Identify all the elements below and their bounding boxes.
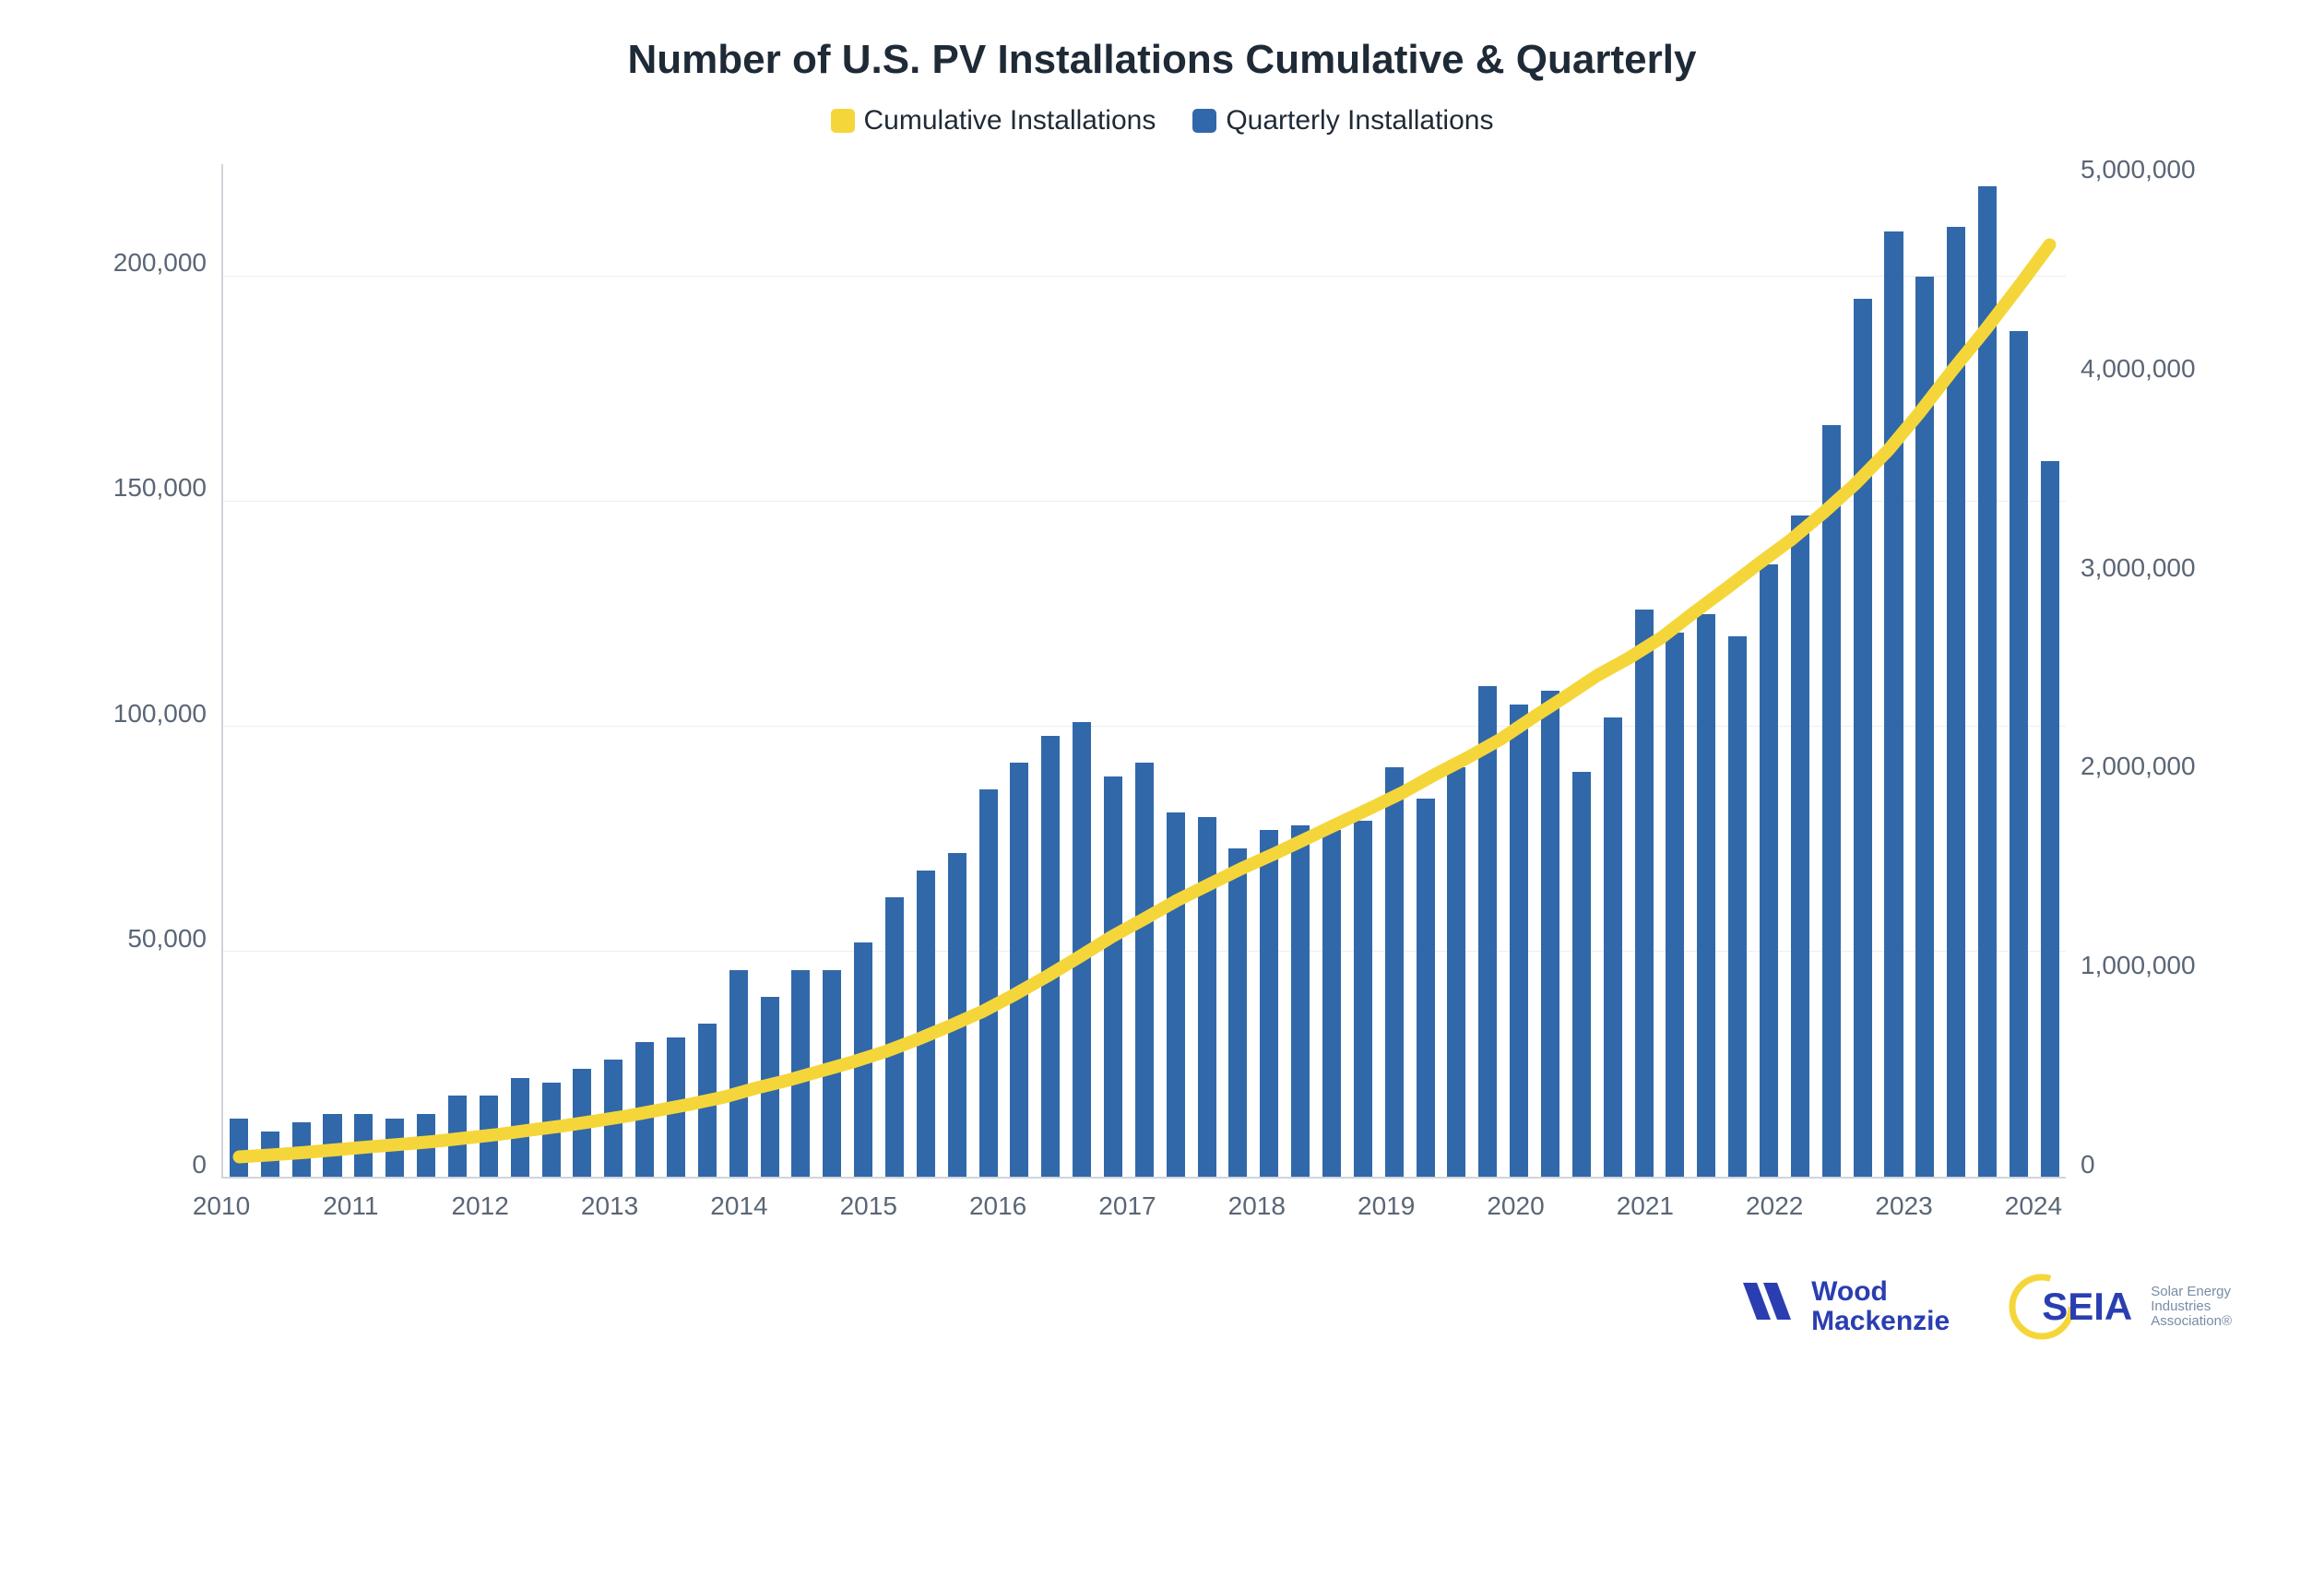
y-axis-right: 01,000,0002,000,0003,000,0004,000,0005,0… — [2066, 164, 2250, 1179]
legend-swatch-cumulative — [831, 109, 855, 133]
x-tick: 2024 — [2005, 1191, 2062, 1221]
x-axis-labels: 2010201120122013201420152016201720182019… — [221, 1191, 2066, 1233]
legend-label-quarterly: Quarterly Installations — [1226, 105, 1493, 136]
x-tick: 2023 — [1875, 1191, 1932, 1221]
seia-tagline: Solar Energy Industries Association® — [2151, 1285, 2232, 1328]
x-tick: 2011 — [323, 1191, 378, 1221]
seia-name: SEIA — [2042, 1285, 2132, 1329]
plot-area — [221, 164, 2066, 1179]
y-axis-left: 050,000100,000150,000200,000 — [74, 164, 221, 1179]
x-tick: 2015 — [840, 1191, 897, 1221]
x-tick: 2014 — [710, 1191, 767, 1221]
x-tick: 2010 — [193, 1191, 250, 1221]
x-tick: 2021 — [1617, 1191, 1674, 1221]
woodmac-text: Wood Mackenzie — [1811, 1277, 1950, 1335]
legend-item-cumulative: Cumulative Installations — [831, 105, 1156, 136]
line-cumulative — [223, 164, 2066, 1177]
x-tick: 2020 — [1487, 1191, 1544, 1221]
chart-title: Number of U.S. PV Installations Cumulati… — [37, 37, 2287, 83]
seia-logo: SEIA Solar Energy Industries Association… — [2005, 1270, 2232, 1344]
x-tick: 2013 — [581, 1191, 638, 1221]
legend-label-cumulative: Cumulative Installations — [864, 105, 1156, 136]
chart-legend: Cumulative Installations Quarterly Insta… — [37, 105, 2287, 136]
x-axis: 2010 2011 2012 2013 2014 2015 2016 2017 2018 2019… — [74, 1191, 2250, 1233]
x-tick: 2018 — [1228, 1191, 1286, 1221]
legend-swatch-quarterly — [1192, 109, 1216, 133]
plot-panel: 050,000100,000150,000200,000 01,000,0002… — [74, 164, 2250, 1179]
seia-tag-line3: Association® — [2151, 1314, 2232, 1329]
wood-mackenzie-logo: Wood Mackenzie — [1743, 1277, 1950, 1335]
cumulative-line-path — [240, 244, 2050, 1156]
x-tick: 2017 — [1098, 1191, 1156, 1221]
x-tick: 2016 — [969, 1191, 1026, 1221]
attribution-logos: Wood Mackenzie SEIA Solar Energy Industr… — [37, 1270, 2287, 1344]
woodmac-mark-icon — [1743, 1283, 1798, 1331]
seia-tag-line2: Industries — [2151, 1299, 2232, 1314]
woodmac-line1: Wood — [1811, 1277, 1950, 1307]
seia-tag-line1: Solar Energy — [2151, 1285, 2232, 1299]
pv-installations-chart: Number of U.S. PV Installations Cumulati… — [37, 37, 2287, 1344]
x-tick: 2019 — [1358, 1191, 1415, 1221]
legend-item-quarterly: Quarterly Installations — [1192, 105, 1493, 136]
woodmac-line2: Mackenzie — [1811, 1307, 1950, 1336]
x-tick: 2012 — [452, 1191, 509, 1221]
x-tick: 2022 — [1746, 1191, 1803, 1221]
